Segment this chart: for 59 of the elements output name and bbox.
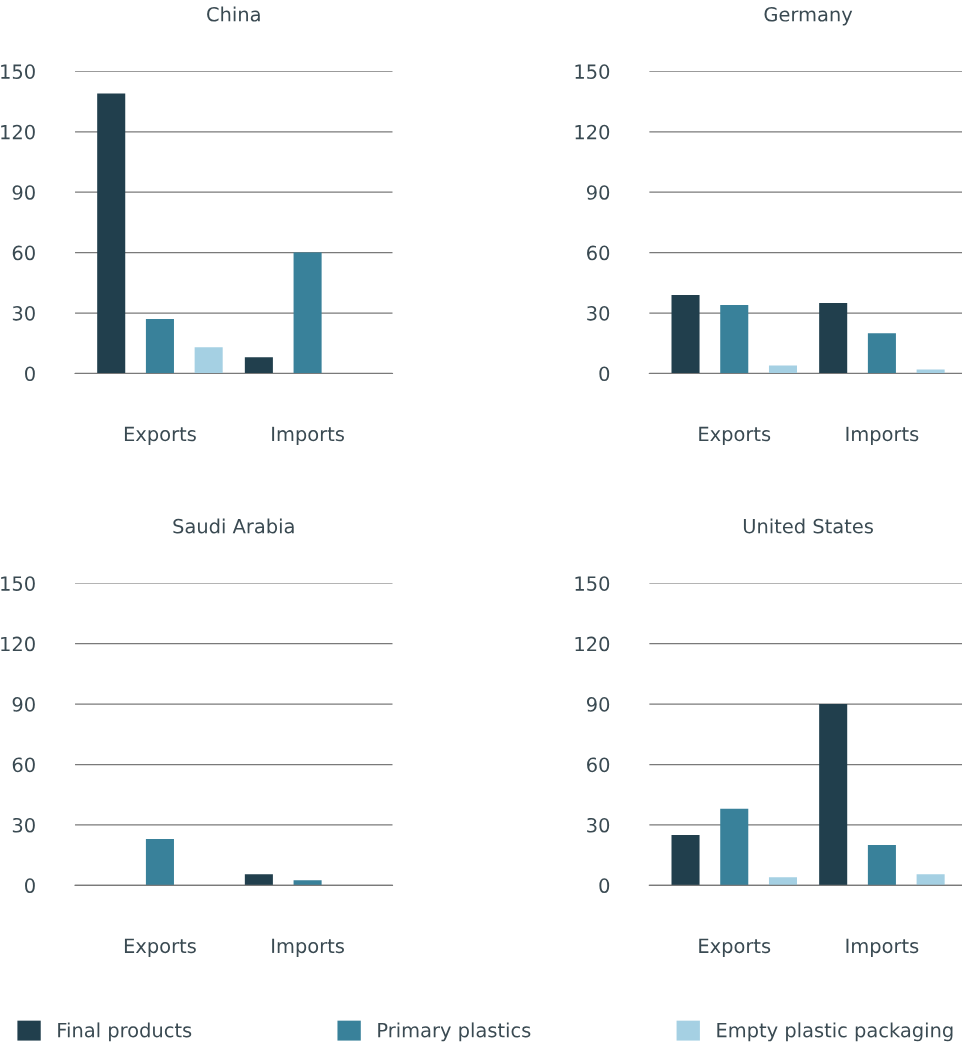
x-tick-label: Exports: [699, 426, 771, 446]
x-tick-label: Imports: [272, 426, 344, 446]
bar: [97, 93, 126, 374]
bar: [244, 874, 273, 886]
bar: [194, 347, 223, 374]
y-tick-label: 90: [586, 185, 610, 200]
bar: [145, 839, 174, 886]
bar: [768, 365, 798, 374]
y-tick-label: 120: [1, 124, 35, 140]
x-tick-label: Exports: [699, 938, 771, 957]
y-tick-label: 150: [575, 64, 610, 79]
y-tick-label: 30: [12, 817, 35, 833]
bar: [671, 294, 700, 374]
bar: [145, 319, 174, 374]
y-tick-label: 60: [12, 245, 35, 261]
y-tick-label: 30: [587, 305, 610, 321]
legend-label: Primary plastics: [378, 1022, 531, 1042]
x-tick-label: Imports: [846, 938, 919, 957]
bar: [867, 845, 896, 886]
y-tick-label: 150: [1, 64, 35, 79]
x-tick-label: Imports: [272, 938, 344, 957]
legend-label: Final products: [58, 1022, 192, 1042]
bar: [768, 877, 798, 886]
y-tick-label: 0: [25, 878, 35, 894]
bar: [916, 874, 945, 886]
chart-title: China: [207, 6, 260, 22]
y-tick-label: 60: [12, 757, 35, 773]
y-tick-label: 120: [575, 124, 610, 140]
x-tick-label: Exports: [124, 426, 196, 446]
legend-label: Empty plastic packaging: [717, 1022, 953, 1042]
chart-title: United States: [743, 518, 873, 534]
y-tick-label: 150: [575, 576, 610, 591]
y-tick-label: 60: [587, 245, 610, 261]
bar: [720, 808, 749, 886]
y-tick-label: 120: [575, 636, 610, 652]
x-tick-label: Imports: [846, 426, 919, 446]
bar: [671, 835, 700, 886]
y-tick-label: 150: [1, 576, 35, 591]
y-tick-label: 0: [599, 366, 610, 382]
bar: [293, 880, 322, 886]
chart-title: Saudi Arabia: [173, 518, 294, 534]
bar: [293, 252, 322, 374]
y-tick-label: 60: [587, 757, 610, 773]
bar: [720, 304, 749, 374]
chart-title: Germany: [764, 6, 853, 26]
y-tick-label: 120: [1, 636, 35, 652]
y-tick-label: 90: [12, 697, 35, 712]
y-tick-label: 90: [12, 185, 35, 200]
bar: [867, 333, 896, 374]
y-tick-label: 90: [586, 697, 610, 712]
bar: [819, 302, 848, 374]
x-tick-label: Exports: [124, 938, 196, 957]
y-tick-label: 0: [25, 366, 35, 382]
y-tick-label: 30: [587, 817, 610, 833]
bar: [244, 357, 273, 374]
bar: [916, 369, 945, 374]
y-tick-label: 0: [599, 878, 610, 894]
bar: [819, 704, 848, 886]
y-tick-label: 30: [12, 305, 35, 321]
